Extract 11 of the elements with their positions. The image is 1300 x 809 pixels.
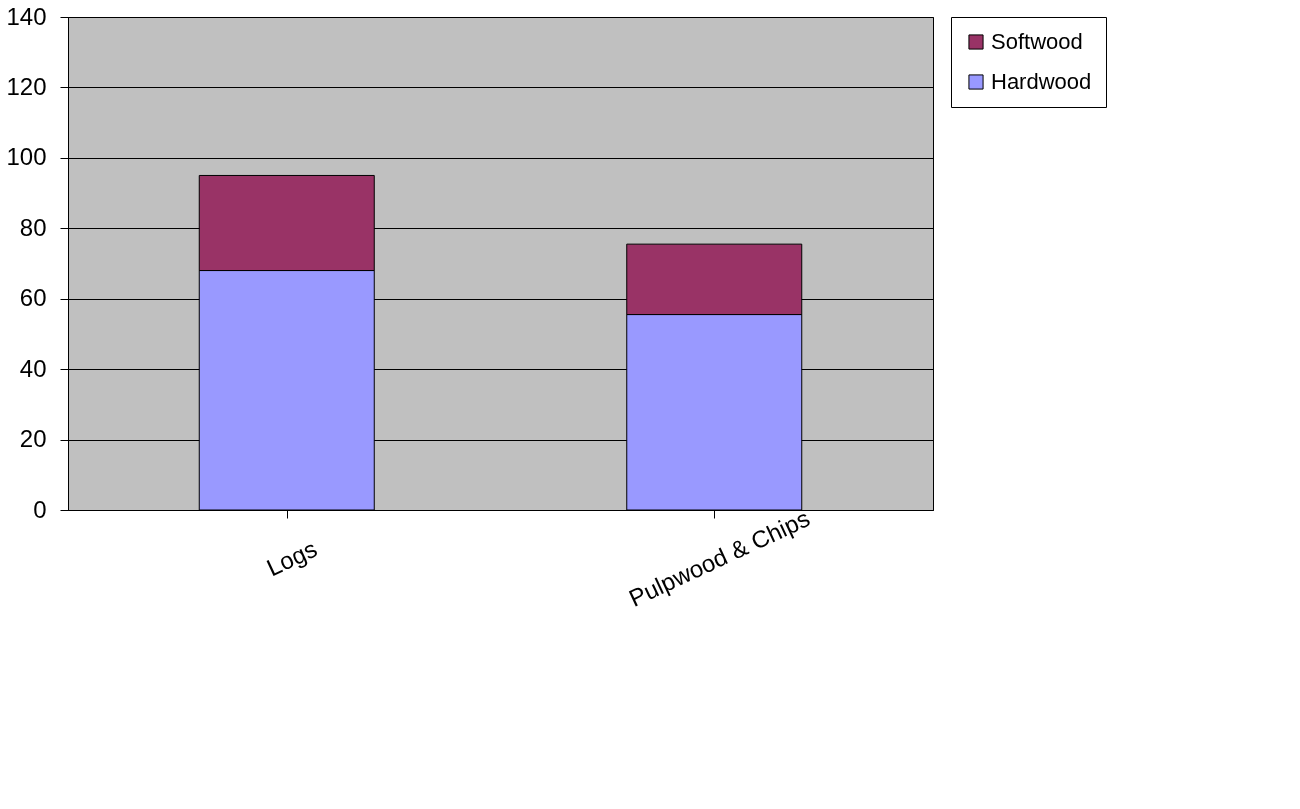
y-tick-label: 140 bbox=[6, 2, 47, 30]
y-tick-label: 120 bbox=[6, 72, 47, 100]
y-tick-label: 100 bbox=[6, 143, 47, 171]
legend-label: Hardwood bbox=[991, 69, 1092, 94]
legend-label: Softwood bbox=[991, 29, 1083, 54]
y-tick-label: 40 bbox=[19, 354, 47, 382]
y-tick-label: 80 bbox=[19, 213, 47, 241]
x-tick-label: Logs bbox=[262, 534, 321, 582]
y-tick-label: 20 bbox=[19, 425, 47, 453]
y-tick-label: 60 bbox=[19, 284, 47, 312]
y-tick-label: 0 bbox=[33, 495, 47, 523]
